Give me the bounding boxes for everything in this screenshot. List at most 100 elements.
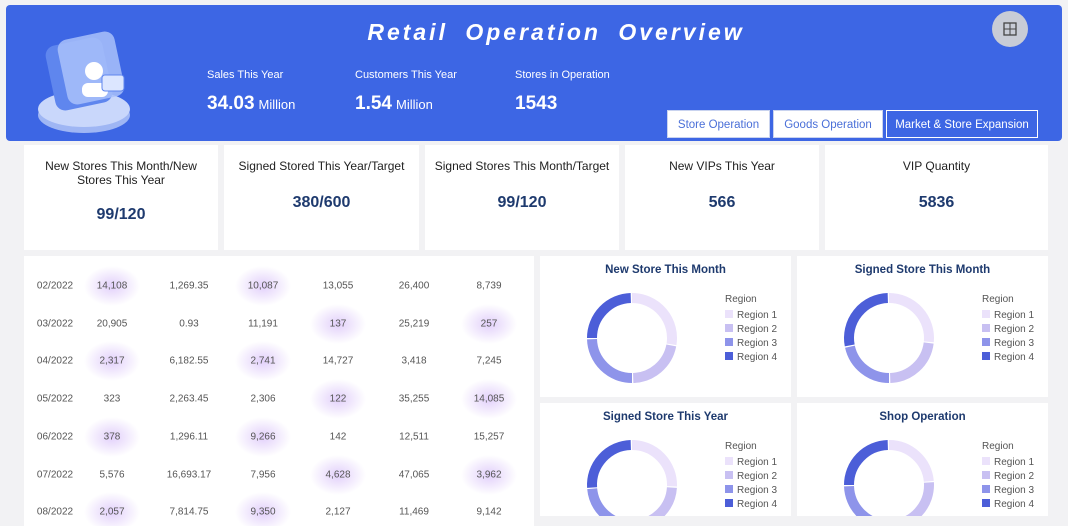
metric-value: 1.54 — [355, 93, 392, 114]
donut-segment — [850, 347, 889, 378]
donut-chart: Region Region 1 Region 2 Region 3 Region 4 — [797, 256, 1048, 396]
chart-panel: Signed Store This MonthRegionRegion 1Reg… — [797, 256, 1048, 397]
table-cell: 1,269.35 — [170, 281, 209, 292]
donut-segment — [890, 482, 929, 516]
table-cell: 5,576 — [99, 469, 124, 480]
legend-label: Region 4 — [994, 499, 1034, 510]
kpi-label: New Stores This Month/New Stores This Ye… — [32, 159, 210, 187]
kpi-value: 5836 — [825, 194, 1048, 212]
legend-swatch — [982, 324, 990, 332]
legend-label: Region 2 — [994, 324, 1034, 335]
kpi-value: 566 — [625, 194, 819, 212]
legend-label: Region 2 — [737, 324, 777, 335]
legend-label: Region 1 — [994, 310, 1034, 321]
kpi-label: Signed Stored This Year/Target — [232, 159, 411, 173]
tab[interactable]: Store Operation — [667, 110, 770, 138]
legend-label: Region 4 — [994, 352, 1034, 363]
legend-label: Region 1 — [737, 310, 777, 321]
donut-segment — [592, 339, 632, 378]
donut-segment — [592, 489, 632, 516]
chart-panel: New Store This MonthRegionRegion 1Region… — [540, 256, 791, 397]
table-cell: 2,741 — [250, 356, 275, 367]
donut-segment — [633, 345, 671, 377]
table-cell: 3,418 — [401, 356, 426, 367]
table-cell: 12,511 — [399, 431, 429, 442]
table-cell: 0.93 — [179, 318, 198, 329]
table-cell: 2,127 — [325, 507, 350, 518]
data-table: 02/202214,1081,269.3510,08713,05526,4008… — [24, 256, 534, 526]
legend-swatch — [725, 324, 733, 332]
donut-chart: RegionRegion 1Region 2Region 3Region 4 — [540, 403, 791, 516]
donut-segment — [632, 445, 672, 486]
table-cell: 20,905 — [97, 318, 128, 329]
table-cell: 2,306 — [250, 394, 275, 405]
donut-segment — [632, 298, 672, 344]
donut-segment — [592, 445, 631, 487]
chart-panel: Signed Store This YearRegionRegion 1Regi… — [540, 403, 791, 516]
metric-unit: Million — [259, 97, 296, 112]
table-cell: 2,317 — [99, 356, 124, 367]
kpi-card: VIP Quantity 5836 — [825, 145, 1048, 250]
metric-value-row: 1543 — [515, 93, 557, 115]
table-cell: 9,266 — [250, 431, 275, 442]
focus-mode-button[interactable] — [992, 11, 1028, 47]
legend-swatch — [982, 352, 990, 360]
donut-segment — [633, 488, 672, 516]
table-cell: 8,739 — [476, 281, 501, 292]
legend-label: Region 3 — [737, 485, 777, 496]
kpi-label: VIP Quantity — [833, 159, 1040, 173]
metric-unit: Million — [396, 97, 433, 112]
metric-label: Customers This Year — [355, 69, 457, 81]
legend-title: Region — [725, 294, 757, 305]
legend-swatch — [982, 310, 990, 318]
table-cell: 26,400 — [399, 281, 430, 292]
kpi-card: New Stores This Month/New Stores This Ye… — [24, 145, 218, 250]
table-cell: 9,350 — [250, 507, 275, 518]
legend-swatch — [725, 352, 733, 360]
table-cell: 10,087 — [248, 281, 279, 292]
legend-label: Region 2 — [994, 471, 1034, 482]
legend-label: Region 4 — [737, 352, 777, 363]
legend-swatch — [725, 499, 733, 507]
donut-segment — [849, 445, 888, 485]
metric-value-row: 1.54 Million — [355, 93, 433, 115]
header: Retail Operation Overview Sales This Yea… — [6, 5, 1062, 141]
donut-segment — [592, 298, 631, 338]
table-cell: 03/2022 — [37, 318, 73, 329]
legend-swatch — [725, 310, 733, 318]
table-cell: 6,182.55 — [170, 356, 209, 367]
legend-swatch — [725, 485, 733, 493]
table-cell: 137 — [330, 318, 347, 329]
tab[interactable]: Goods Operation — [773, 110, 883, 138]
table-cell: 11,469 — [399, 507, 429, 518]
tab[interactable]: Market & Store Expansion — [886, 110, 1038, 138]
donut-chart: RegionRegion 1Region 2Region 3Region 4 — [797, 403, 1048, 516]
table-cell: 15,257 — [474, 431, 505, 442]
table-cell: 11,191 — [248, 318, 278, 329]
legend-title: Region — [982, 294, 1014, 305]
table-cell: 122 — [330, 394, 347, 405]
kpi-card: New VIPs This Year 566 — [625, 145, 819, 250]
legend-title: Region — [725, 441, 757, 452]
table-cell: 14,085 — [474, 394, 505, 405]
legend-label: Region 3 — [994, 338, 1034, 349]
table-cell: 16,693.17 — [167, 469, 212, 480]
chart-panel: Shop OperationRegionRegion 1Region 2Regi… — [797, 403, 1048, 516]
donut-segment — [849, 298, 888, 345]
title: Retail Operation Overview — [6, 19, 1068, 46]
legend-swatch — [982, 485, 990, 493]
kpi-label: New VIPs This Year — [633, 159, 811, 173]
kpi-label: Signed Stores This Month/Target — [433, 159, 611, 173]
legend-swatch — [725, 471, 733, 479]
legend-swatch — [725, 457, 733, 465]
table-cell: 323 — [104, 394, 121, 405]
table-cell: 35,255 — [399, 394, 430, 405]
table-cell: 3,962 — [476, 469, 501, 480]
legend-swatch — [982, 457, 990, 465]
donut-segment — [889, 445, 929, 481]
kpi-card: Signed Stores This Month/Target99/120 — [425, 145, 619, 250]
table-cell: 07/2022 — [37, 469, 73, 480]
legend-swatch — [982, 471, 990, 479]
donut-chart: RegionRegion 1Region 2Region 3Region 4 — [540, 256, 791, 396]
